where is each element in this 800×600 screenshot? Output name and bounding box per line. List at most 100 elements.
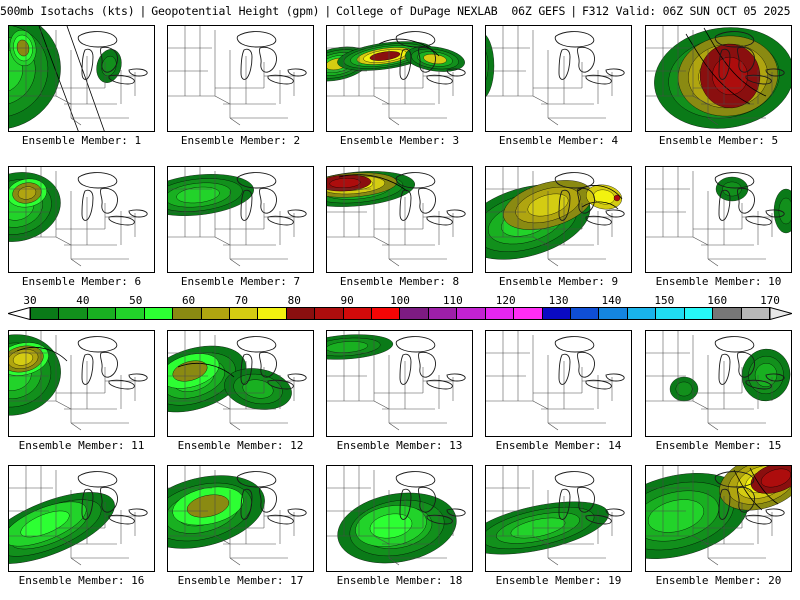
isotach-colorbar: 30 40 50 60 70 80 90 100 110 120 130 140 150 160 170 (0, 294, 800, 320)
map-geography-layer (486, 167, 631, 272)
colorbar-tick-label: 80 (287, 294, 301, 307)
isotach-fill-layer (168, 167, 313, 272)
geopotential-height-contour-layer (486, 167, 631, 272)
ensemble-member-label: Ensemble Member: 11 (18, 439, 145, 452)
ensemble-member-panel[interactable] (326, 465, 473, 572)
map-geography-layer (9, 167, 154, 272)
geopotential-height-contour-layer (646, 466, 791, 571)
ensemble-member-label: Ensemble Member: 5 (658, 134, 779, 147)
colorbar-segment (286, 308, 316, 319)
colorbar-tick-label: 150 (654, 294, 675, 307)
ensemble-member-panel[interactable] (8, 465, 155, 572)
ensemble-member-label: Ensemble Member: 6 (21, 275, 142, 288)
ensemble-member-label: Ensemble Member: 8 (339, 275, 460, 288)
ensemble-member-label: Ensemble Member: 14 (495, 439, 622, 452)
ensemble-member-panel[interactable] (326, 25, 473, 132)
colorbar-tick-label: 110 (442, 294, 463, 307)
map-geography-layer (168, 26, 313, 131)
colorbar-tick-label: 130 (548, 294, 569, 307)
ensemble-member-panel[interactable] (8, 166, 155, 273)
map-geography-layer (646, 466, 791, 571)
colorbar-tick-label: 40 (76, 294, 90, 307)
ensemble-member-panel[interactable] (485, 25, 632, 132)
colorbar-segment (457, 308, 486, 319)
colorbar-segment (684, 308, 714, 319)
map-geography-layer (646, 26, 791, 131)
colorbar-segment (144, 308, 174, 319)
ensemble-member-label: Ensemble Member: 9 (498, 275, 619, 288)
ensemble-member-panel[interactable] (645, 25, 792, 132)
colorbar-tick-label: 60 (181, 294, 196, 307)
geopotential-height-contour-layer (327, 167, 472, 272)
ensemble-member-panel[interactable] (645, 166, 792, 273)
colorbar-segment (485, 308, 515, 319)
colorbar-tick-label: 100 (390, 294, 410, 307)
map-geography-layer (486, 26, 631, 131)
colorbar-segment (59, 308, 88, 319)
colorbar-segment (514, 308, 543, 319)
header-field-label: 500mb Isotachs (kts) (0, 4, 135, 18)
colorbar-segment (400, 308, 429, 319)
ensemble-member-panel[interactable] (167, 25, 314, 132)
colorbar-tick-label: 50 (129, 294, 143, 307)
colorbar-segment (428, 308, 458, 319)
header-separator-3: | (570, 4, 577, 18)
ensemble-member-label: Ensemble Member: 16 (18, 574, 145, 587)
colorbar-segment (173, 308, 202, 319)
colorbar-segment (201, 308, 230, 319)
ensemble-member-label: Ensemble Member: 13 (336, 439, 463, 452)
ensemble-member-label: Ensemble Member: 3 (339, 134, 460, 147)
ensemble-member-panel[interactable] (167, 330, 314, 437)
map-geography-layer (327, 331, 472, 436)
ensemble-member-label: Ensemble Member: 15 (655, 439, 782, 452)
ensemble-member-panel[interactable] (645, 465, 792, 572)
ensemble-member-label: Ensemble Member: 4 (498, 134, 619, 147)
ensemble-member-panel[interactable] (167, 465, 314, 572)
ensemble-member-panel[interactable] (167, 166, 314, 273)
map-geography-layer (486, 331, 631, 436)
colorbar-segment (656, 308, 685, 319)
map-geography-layer (486, 466, 631, 571)
colorbar-segment (571, 308, 600, 319)
isotach-fill-layer (168, 331, 313, 436)
map-geography-layer (327, 26, 472, 131)
colorbar-segment (343, 308, 373, 319)
colorbar-segment (315, 308, 344, 319)
colorbar-tick-label: 170 (760, 294, 780, 307)
ensemble-member-panel[interactable] (8, 330, 155, 437)
isotach-fill-layer (9, 167, 154, 272)
header-source-label: College of DuPage NEXLAB (336, 4, 498, 18)
isotach-fill-layer (486, 26, 631, 131)
map-geography-layer (168, 466, 313, 571)
ensemble-member-panel[interactable] (326, 166, 473, 273)
map-geography-layer (9, 331, 154, 436)
ensemble-member-panel[interactable] (645, 330, 792, 437)
colorbar-segment (713, 308, 742, 319)
map-geography-layer (327, 466, 472, 571)
ensemble-member-panel[interactable] (485, 166, 632, 273)
ensemble-member-label: Ensemble Member: 2 (180, 134, 301, 147)
ensemble-member-panel[interactable] (8, 25, 155, 132)
colorbar-low-arrow-cap (8, 307, 30, 320)
ensemble-member-label: Ensemble Member: 7 (180, 275, 301, 288)
header-model-cycle-label: 06Z GEFS (511, 4, 566, 18)
colorbar-segment (741, 308, 769, 319)
colorbar-tick-label: 90 (340, 294, 354, 307)
colorbar-high-arrow-cap (770, 307, 792, 320)
colorbar-segment (116, 308, 145, 319)
ensemble-member-panel[interactable] (326, 330, 473, 437)
colorbar-segment (31, 308, 60, 319)
colorbar-segment (372, 308, 401, 319)
colorbar-segment (599, 308, 628, 319)
map-geography-layer (646, 331, 791, 436)
colorbar-tick-label: 30 (23, 294, 37, 307)
geopotential-height-contour-layer (9, 331, 154, 436)
colorbar-segment (258, 308, 287, 319)
map-geography-layer (9, 466, 154, 571)
isotach-fill-layer (9, 331, 154, 436)
map-geography-layer (168, 331, 313, 436)
ensemble-member-panel[interactable] (485, 330, 632, 437)
geopotential-height-contour-layer (327, 26, 472, 131)
ensemble-member-panel[interactable] (485, 465, 632, 572)
